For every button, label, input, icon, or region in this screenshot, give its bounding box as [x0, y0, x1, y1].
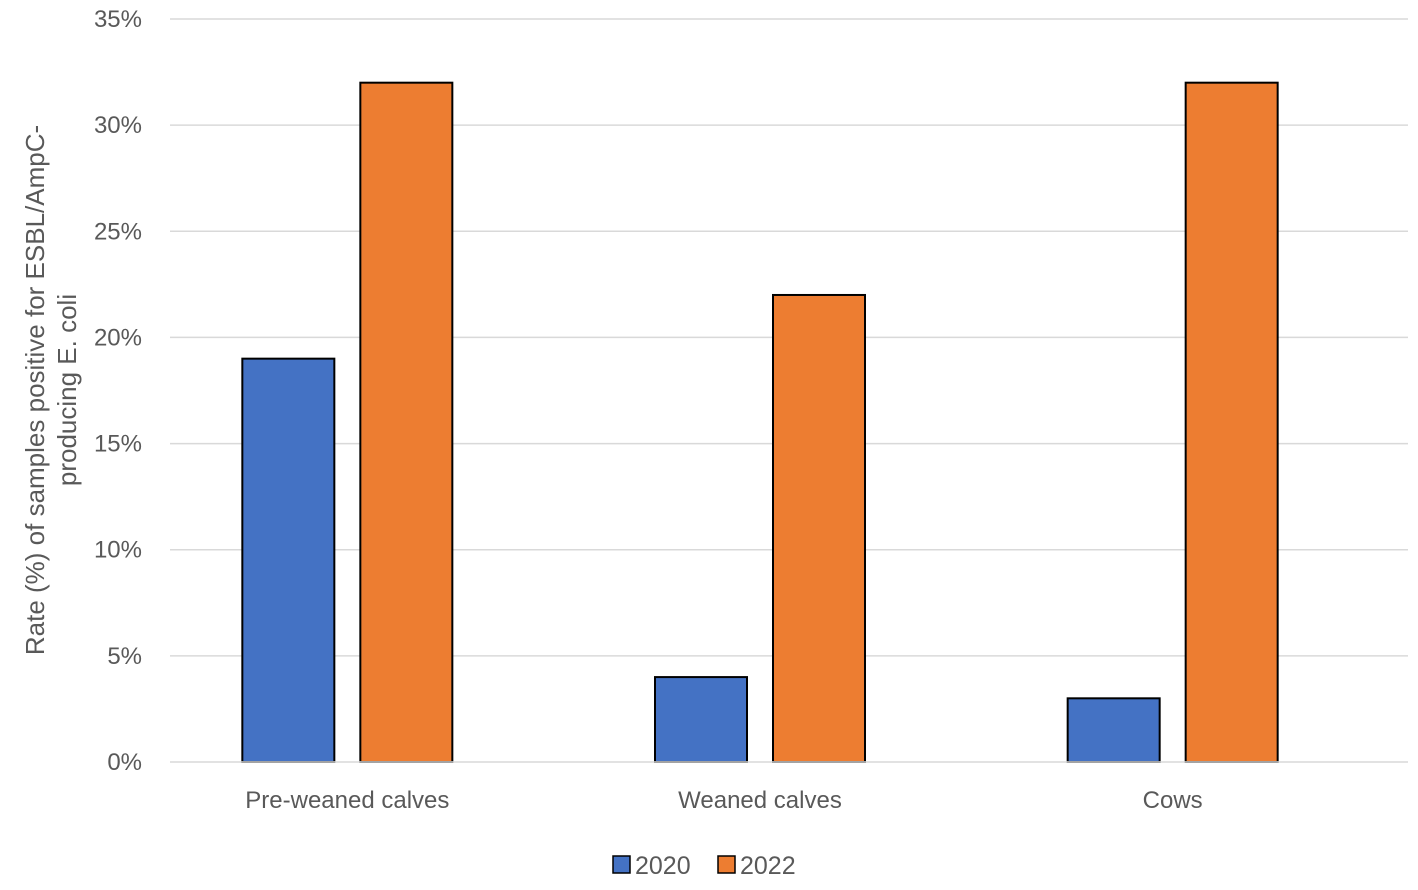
y-axis-title-line: Rate (%) of samples positive for ESBL/Am…	[20, 125, 50, 655]
x-category-label: Cows	[1143, 787, 1203, 814]
y-tick-label: 30%	[94, 112, 142, 139]
y-tick-label: 25%	[94, 218, 142, 245]
bar-2022-3	[1184, 81, 1279, 763]
bar-2020-3	[1066, 697, 1161, 763]
legend-label-2020: 2020	[635, 852, 691, 880]
y-axis-title-line: producing E. coli	[52, 294, 82, 486]
bar-2022-2	[772, 293, 866, 763]
bar-2022-1	[359, 81, 454, 763]
x-category-label: Pre-weaned calves	[245, 787, 449, 814]
y-tick-label: 10%	[94, 537, 142, 564]
y-tick-label: 0%	[107, 749, 142, 776]
y-tick-label: 15%	[94, 431, 142, 458]
bar-2020-1	[241, 357, 336, 763]
legend-swatch-2022	[717, 855, 736, 874]
y-tick-label: 5%	[107, 643, 142, 670]
legend: 2020 2022	[612, 852, 796, 880]
legend-swatch-2020	[612, 855, 631, 874]
x-axis-category-labels: Pre-weaned calves Weaned calves Cows	[245, 787, 1202, 814]
bars	[241, 81, 1279, 763]
y-axis-ticks: 0% 5% 10% 15% 20% 25% 30% 35%	[94, 6, 142, 776]
x-category-label: Weaned calves	[678, 787, 842, 814]
y-tick-label: 20%	[94, 324, 142, 351]
y-tick-label: 35%	[94, 6, 142, 33]
legend-label-2022: 2022	[740, 852, 796, 880]
bar-2020-2	[654, 676, 748, 763]
y-axis-title: Rate (%) of samples positive for ESBL/Am…	[20, 125, 82, 655]
